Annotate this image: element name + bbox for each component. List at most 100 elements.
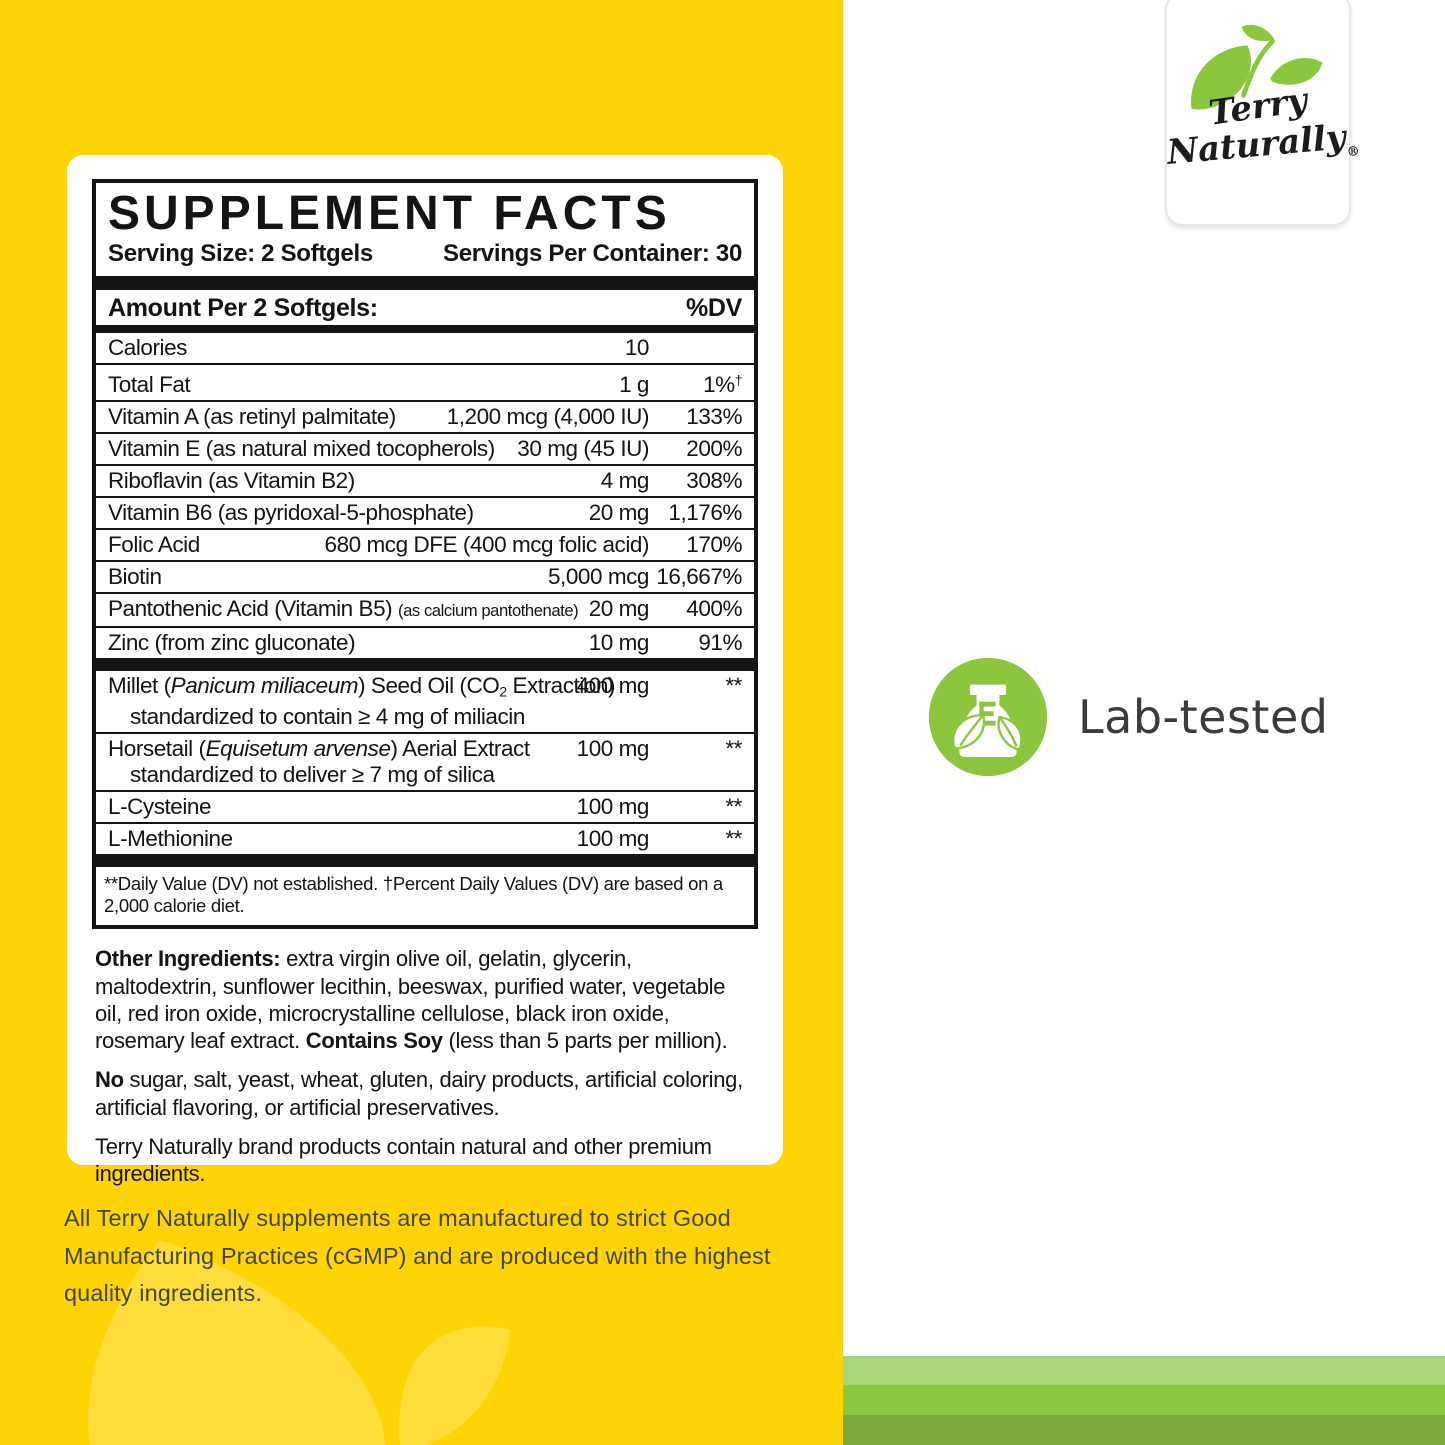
facts-row: Total Fat 1 g 1%† [96,362,754,400]
nutrient-name: L-Methionine [108,826,233,852]
nutrient-name: Pantothenic Acid (Vitamin B5) (as calciu… [108,596,589,624]
text-segment: No [95,1067,124,1093]
supplement-facts-title: SUPPLEMENT FACTS [108,187,671,240]
nutrient-name: Riboflavin (as Vitamin B2) [108,467,355,493]
text-segment: Pantothenic Acid (Vitamin B5) [108,595,398,621]
supplement-facts-card: SUPPLEMENT FACTS Serving Size: 2 Softgel… [67,155,783,1186]
green-stripe-light [843,1356,1445,1385]
text-segment: Panicum miliaceum [170,672,359,698]
amount-header-row: Amount Per 2 Softgels: %DV [96,290,754,325]
nutrient-name: Total Fat [108,371,191,397]
leaf-watermark-icon [88,1240,510,1445]
facts-row: Horsetail (Equisetum arvense) Aerial Ext… [96,732,754,790]
divider-bar [96,324,754,333]
nutrient-dv: 1,176% [668,499,742,525]
nutrient-name: Calories [108,334,187,360]
nutrient-dv: ** [725,736,742,762]
text-segment: (as calcium pantothenate) [398,600,579,620]
nutrient-name: Biotin [108,563,162,589]
text-segment: ) Aerial Extract [390,736,531,762]
terry-naturally-logo-card: Terry Naturally® [1165,0,1360,226]
terry-naturally-leaves-icon [1191,24,1323,110]
facts-rows-botanical: Millet (Panicum miliaceum) Seed Oil (CO2… [96,671,754,854]
ingredients-paragraph: No sugar, salt, yeast, wheat, gluten, da… [95,1066,755,1121]
ingredients-paragraph: Other Ingredients: extra virgin olive oi… [95,945,755,1054]
nutrient-amount: 20 mg [588,499,650,525]
servings-per-container: Servings Per Container: 30 [443,240,742,268]
facts-row: Vitamin B6 (as pyridoxal-5-phosphate) 20 … [96,495,754,528]
nutrient-amount: 400 mg [576,672,650,698]
text-segment: Extraction) [506,672,616,698]
text-segment: Contains Soy [305,1028,443,1054]
facts-row: Vitamin E (as natural mixed tocopherols)… [96,431,754,464]
nutrient-amount: 10 [624,334,650,360]
nutrient-dv: 400% [686,595,742,621]
nutrient-dv: ** [725,672,742,698]
registered-mark: ® [1346,144,1361,161]
green-stripe-dark [843,1415,1445,1445]
text-segment: Equisetum arvense [205,736,391,762]
text-segment: Terry Naturally brand products contain n… [95,1133,712,1187]
facts-row: L-Methionine 100 mg ** [96,822,754,854]
nutrient-amount: 10 mg [588,629,650,655]
divider-bar [96,854,754,868]
green-stripe-mid [843,1385,1445,1415]
nutrient-name: Folic Acid [108,531,200,557]
facts-row: Biotin 5,000 mcg 16,667% [96,559,754,592]
nutrient-dv: ** [725,826,742,852]
lab-tested-badge: Lab-tested [926,655,1328,779]
text-segment: Millet ( [108,672,171,698]
amount-per-label: Amount Per 2 Softgels: [108,293,378,322]
text-segment: † [734,371,743,388]
nutrient-dv: 170% [686,531,742,557]
nutrient-subline: standardized to contain ≥ 4 mg of miliac… [130,704,525,730]
nutrient-amount: 1 g [619,371,649,397]
facts-row: Calories 10 [96,333,754,363]
nutrient-amount: 1,200 mcg (4,000 IU) [446,403,650,429]
nutrient-dv: ** [725,794,742,820]
nutrient-amount: 5,000 mcg [547,563,649,589]
nutrient-dv: 91% [698,629,742,655]
facts-footnote: **Daily Value (DV) not established. †Per… [104,873,723,917]
nutrient-subline: standardized to deliver ≥ 7 mg of silica [130,762,495,788]
nutrient-amount: 100 mg [576,794,650,820]
text-segment: extra virgin olive oil, gelatin, glyceri… [95,946,726,1054]
nutrient-name: Millet (Panicum miliaceum) Seed Oil (CO2… [108,672,615,730]
facts-row: L-Cysteine 100 mg ** [96,790,754,822]
text-segment: (less than 5 parts per million). [442,1028,728,1054]
nutrient-name: Vitamin B6 (as pyridoxal-5-phosphate) [108,499,474,525]
nutrient-dv: 308% [686,467,742,493]
nutrient-name: Horsetail (Equisetum arvense) Aerial Ext… [108,736,577,788]
divider-bar [96,657,754,671]
nutrient-name: Vitamin E (as natural mixed tocopherols) [108,435,495,461]
facts-row: Millet (Panicum miliaceum) Seed Oil (CO2… [96,671,754,732]
text-segment: ) Seed Oil (CO [358,672,500,698]
nutrient-amount: 20 mg [588,595,650,621]
nutrient-dv: 16,667% [656,563,742,589]
ingredients-paragraph: Terry Naturally brand products contain n… [95,1133,755,1188]
facts-row: Pantothenic Acid (Vitamin B5) (as calciu… [96,591,754,626]
nutrient-amount: 100 mg [576,826,650,852]
facts-row: Folic Acid 680 mcg DFE (400 mcg folic aci… [96,527,754,560]
text-segment: sugar, salt, yeast, wheat, gluten, dairy… [95,1067,743,1120]
serving-size: Serving Size: 2 Softgels [108,240,373,268]
text-segment: Other Ingredients: [95,946,281,972]
nutrient-amount: 100 mg [576,736,650,762]
nutrient-dv: 1%† [649,367,742,398]
serving-info-row: Serving Size: 2 Softgels Servings Per Co… [96,240,754,269]
dv-column-header: %DV [685,293,742,322]
nutrient-dv: 133% [686,403,742,429]
text-segment: Horsetail ( [108,736,206,762]
facts-rows-main: Calories 10 Total Fat 1 g 1%† Vitamin A (as r… [96,333,754,658]
lab-tested-label: Lab-tested [1078,690,1329,744]
nutrient-amount: 680 mcg DFE (400 mcg folic acid) [324,531,650,557]
nutrient-name: L-Cysteine [108,794,212,820]
nutrient-amount: 30 mg (45 IU) [517,435,649,461]
facts-row: Zinc (from zinc gluconate) 10 mg 91% [96,625,754,658]
divider-bar [96,275,754,290]
nutrient-dv: 200% [686,435,742,461]
text-segment: 1% [703,371,735,397]
yellow-background-panel: SUPPLEMENT FACTS Serving Size: 2 Softgel… [0,0,843,1445]
facts-row: Vitamin A (as retinyl palmitate) 1,200 mc… [96,399,754,432]
